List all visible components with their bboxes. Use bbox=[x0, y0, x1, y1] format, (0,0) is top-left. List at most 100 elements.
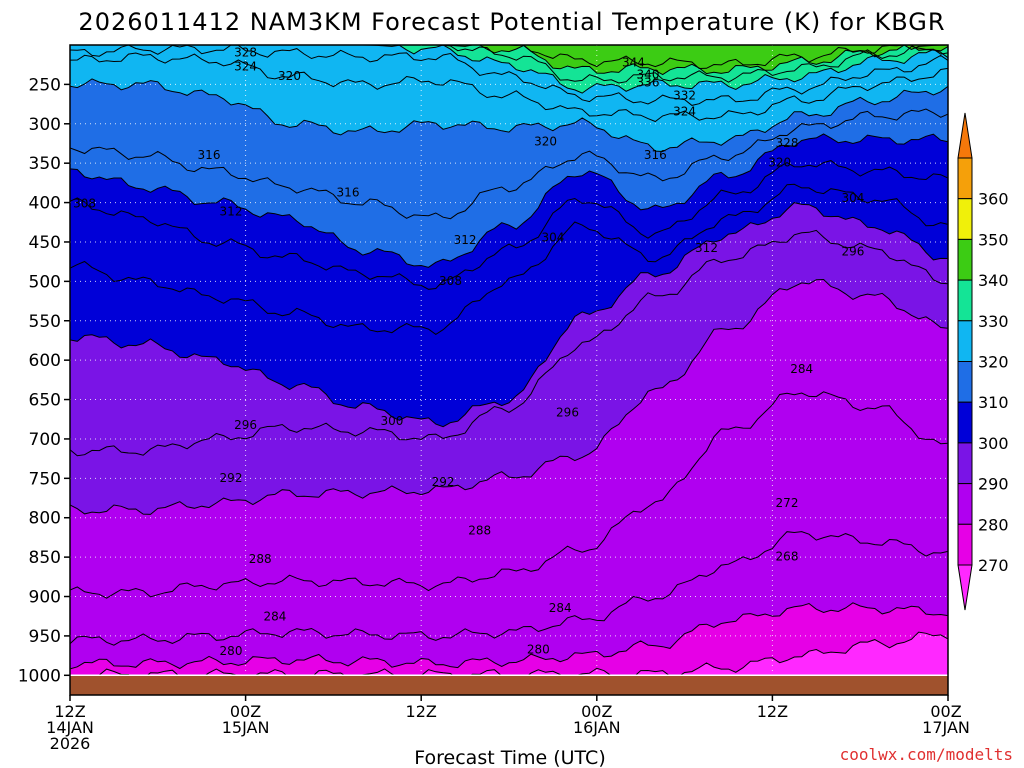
contour-label: 304 bbox=[841, 191, 864, 205]
contour-label: 344 bbox=[622, 56, 645, 70]
contour-label: 300 bbox=[380, 414, 403, 428]
ground-strip bbox=[70, 675, 948, 695]
colorbar-label: 360 bbox=[978, 190, 1009, 209]
isentrope-324 bbox=[70, 52, 948, 123]
y-tick-label: 450 bbox=[29, 233, 61, 253]
contour-label: 280 bbox=[220, 644, 243, 658]
colorbar-segment bbox=[957, 401, 973, 444]
isentrope-292 bbox=[70, 278, 948, 515]
y-tick-label: 650 bbox=[29, 391, 61, 411]
fill-band-344 bbox=[70, 45, 948, 69]
contour-label: 320 bbox=[278, 69, 301, 83]
contour-labels: 328 324 320 316 308 312 316 312 308 304 320 316 312 3… bbox=[73, 45, 864, 658]
x-tick-label: 12Z bbox=[54, 702, 85, 721]
contour-label: 296 bbox=[234, 418, 257, 432]
y-tick-label: 900 bbox=[29, 588, 61, 608]
contour-label: 284 bbox=[790, 362, 813, 376]
y-tick-label: 950 bbox=[29, 627, 61, 647]
colorbar-high-arrow bbox=[957, 112, 973, 159]
x-tick-label: 00Z bbox=[230, 702, 261, 721]
contour-label: 296 bbox=[556, 405, 579, 419]
contour-label: 316 bbox=[198, 148, 221, 162]
colorbar-label: 310 bbox=[978, 393, 1009, 412]
contour-label: 332 bbox=[673, 89, 696, 103]
y-tick-label: 750 bbox=[29, 469, 61, 489]
contour-label: 288 bbox=[249, 552, 272, 566]
contour-label: 308 bbox=[73, 197, 96, 211]
contour-label: 288 bbox=[468, 524, 491, 538]
contour-label: 280 bbox=[527, 643, 550, 657]
contour-label: 308 bbox=[439, 274, 462, 288]
colorbar-label: 290 bbox=[978, 475, 1009, 494]
y-tick-label: 300 bbox=[29, 115, 61, 135]
contour-label: 296 bbox=[841, 245, 864, 259]
contour-label: 316 bbox=[644, 148, 667, 162]
y-tick-label: 600 bbox=[29, 351, 61, 371]
isentrope-332 bbox=[70, 45, 948, 94]
isentrope-300 bbox=[70, 202, 948, 428]
contour-label: 272 bbox=[776, 496, 799, 510]
isentrope-344 bbox=[70, 45, 948, 70]
y-tick-label: 400 bbox=[29, 194, 61, 214]
contour-fills bbox=[70, 45, 948, 695]
y-tick-label: 350 bbox=[29, 154, 61, 174]
x-tick-label: 2026 bbox=[50, 734, 91, 753]
colorbar-segment bbox=[957, 157, 973, 200]
colorbar-segment bbox=[957, 320, 973, 362]
colorbar: 270 280 290 300 310 320 330 340 350 360 bbox=[957, 112, 1009, 611]
isentrope-320 bbox=[70, 78, 948, 153]
y-tick-label: 700 bbox=[29, 430, 61, 450]
colorbar-low-arrow bbox=[957, 564, 973, 611]
plot-frame bbox=[69, 44, 949, 696]
colorbar-label: 320 bbox=[978, 353, 1009, 372]
colorbar-label: 270 bbox=[978, 556, 1009, 575]
contour-label: 268 bbox=[776, 550, 799, 564]
y-tick-label: 250 bbox=[29, 75, 61, 95]
contour-label: 292 bbox=[220, 471, 243, 485]
contour-label: 292 bbox=[432, 475, 455, 489]
colorbar-segment bbox=[957, 361, 973, 403]
isentrope-280 bbox=[70, 602, 948, 670]
contour-label: 324 bbox=[234, 60, 257, 74]
colorbar-segment bbox=[957, 523, 973, 566]
contour-label: 320 bbox=[768, 156, 791, 170]
y-tick-label: 1000 bbox=[18, 666, 61, 686]
contour-label: 336 bbox=[637, 75, 660, 89]
isentrope-288 bbox=[70, 391, 948, 599]
contour-label: 328 bbox=[776, 136, 799, 150]
colorbar-segment bbox=[957, 238, 973, 281]
isentrope-304 bbox=[70, 183, 948, 336]
contour-label: 340 bbox=[637, 67, 660, 81]
colorbar-label: 330 bbox=[978, 312, 1009, 331]
y-tick-label: 850 bbox=[29, 548, 61, 568]
x-tick-label: 12Z bbox=[757, 702, 788, 721]
contour-label: 320 bbox=[534, 134, 557, 148]
isentrope-296 bbox=[70, 229, 948, 457]
isentrope-328 bbox=[70, 45, 948, 106]
isentrope-308 bbox=[70, 160, 948, 290]
x-tick-label: 00Z bbox=[930, 702, 961, 721]
chart-title: 2026011412 NAM3KM Forecast Potential Tem… bbox=[78, 8, 945, 36]
credit-text: coolwx.com/modelts bbox=[840, 745, 1013, 764]
x-tick-label: 00Z bbox=[581, 702, 612, 721]
x-tick-label: 12Z bbox=[406, 702, 437, 721]
ground-surface bbox=[70, 674, 948, 695]
isentrope-316 bbox=[70, 108, 948, 220]
y-tick-label: 500 bbox=[29, 272, 61, 292]
contour-label: 316 bbox=[337, 186, 360, 200]
isentrope-284 bbox=[70, 531, 948, 646]
x-tick-label: 17JAN bbox=[922, 718, 970, 737]
colorbar-segment bbox=[957, 442, 973, 485]
contour-label: 312 bbox=[220, 205, 243, 219]
contour-label: 312 bbox=[454, 233, 477, 247]
x-axis-label: Forecast Time (UTC) bbox=[414, 747, 605, 768]
contour-label: 324 bbox=[673, 105, 696, 119]
x-tick-label: 14JAN bbox=[46, 718, 94, 737]
y-tick-label: 550 bbox=[29, 312, 61, 332]
contour-label: 312 bbox=[695, 241, 718, 255]
colorbar-label: 280 bbox=[978, 515, 1009, 534]
contour-label: 284 bbox=[549, 601, 572, 615]
isentrope-lines bbox=[70, 45, 948, 681]
colorbar-label: 350 bbox=[978, 230, 1009, 249]
